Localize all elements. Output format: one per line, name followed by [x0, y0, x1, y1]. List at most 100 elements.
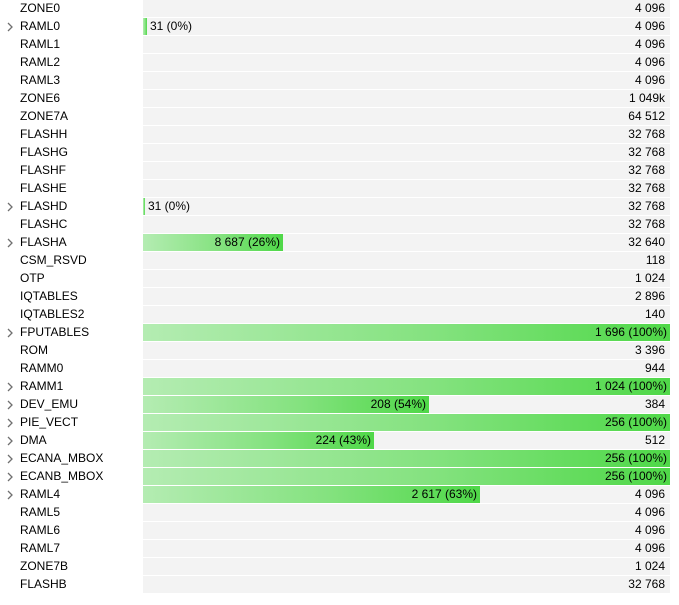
chevron-right-icon[interactable] — [5, 489, 15, 501]
usage-label: 1 024 (100%) — [594, 379, 667, 393]
memory-region-row[interactable]: FLASHB 32 768 — [0, 576, 679, 594]
region-size: 4 096 — [634, 505, 665, 519]
region-size: 512 — [644, 433, 665, 447]
memory-region-row[interactable]: DMA 224 (43%) 512 — [0, 432, 679, 450]
region-size: 4 096 — [634, 1, 665, 15]
usage-label: 31 (0%) — [150, 19, 193, 33]
chevron-right-icon[interactable] — [5, 435, 15, 447]
usage-bar-track: 256 (100%) — [143, 450, 670, 468]
memory-region-row[interactable]: RAML5 4 096 — [0, 504, 679, 522]
chevron-right-icon[interactable] — [5, 399, 15, 411]
memory-region-row[interactable]: ZONE7B 1 024 — [0, 558, 679, 576]
chevron-right-icon[interactable] — [5, 237, 15, 249]
memory-region-row[interactable]: CSM_RSVD 118 — [0, 252, 679, 270]
memory-region-row[interactable]: FPUTABLES 1 696 (100%) — [0, 324, 679, 342]
region-size: 32 768 — [628, 181, 665, 195]
memory-region-row[interactable]: FLASHC 32 768 — [0, 216, 679, 234]
chevron-right-icon[interactable] — [5, 381, 15, 393]
usage-bar-track: 944 — [143, 360, 670, 378]
region-name: RAMM0 — [20, 361, 64, 375]
memory-region-row[interactable]: FLASHF 32 768 — [0, 162, 679, 180]
region-name: FLASHH — [20, 127, 68, 141]
usage-bar-track: 256 (100%) — [143, 468, 670, 486]
usage-label: 256 (100%) — [604, 415, 667, 429]
chevron-right-icon[interactable] — [5, 471, 15, 483]
region-name: FLASHF — [20, 163, 67, 177]
region-size: 32 768 — [628, 577, 665, 591]
usage-bar-fill — [143, 414, 670, 431]
usage-bar-track: 4 096 — [143, 540, 670, 558]
usage-bar-track: 32 768 — [143, 162, 670, 180]
usage-bar-track: 256 (100%) — [143, 414, 670, 432]
memory-region-row[interactable]: RAML2 4 096 — [0, 54, 679, 72]
memory-region-row[interactable]: RAML4 2 617 (63%) 4 096 — [0, 486, 679, 504]
region-size: 944 — [644, 361, 665, 375]
memory-region-row[interactable]: FLASHH 32 768 — [0, 126, 679, 144]
region-name: FPUTABLES — [20, 325, 90, 339]
usage-bar-track: 224 (43%) 512 — [143, 432, 670, 450]
usage-bar-fill — [143, 198, 145, 215]
chevron-right-icon[interactable] — [5, 417, 15, 429]
memory-region-row[interactable]: FLASHD 31 (0%) 32 768 — [0, 198, 679, 216]
memory-region-row[interactable]: RAML0 31 (0%) 4 096 — [0, 18, 679, 36]
memory-region-row[interactable]: RAMM0 944 — [0, 360, 679, 378]
region-name: FLASHB — [20, 577, 67, 591]
usage-bar-track: 118 — [143, 252, 670, 270]
memory-region-row[interactable]: ECANB_MBOX 256 (100%) — [0, 468, 679, 486]
region-name: CSM_RSVD — [20, 253, 87, 267]
memory-region-row[interactable]: RAMM1 1 024 (100%) — [0, 378, 679, 396]
chevron-right-icon[interactable] — [5, 453, 15, 465]
memory-region-row[interactable]: FLASHG 32 768 — [0, 144, 679, 162]
region-name: RAML2 — [20, 55, 61, 69]
usage-bar-track: 140 — [143, 306, 670, 324]
region-name: ECANB_MBOX — [20, 469, 104, 483]
memory-region-row[interactable]: ECANA_MBOX 256 (100%) — [0, 450, 679, 468]
memory-region-row[interactable]: FLASHA 8 687 (26%) 32 640 — [0, 234, 679, 252]
memory-region-row[interactable]: ZONE7A 64 512 — [0, 108, 679, 126]
region-name: ZONE7A — [20, 109, 69, 123]
usage-bar-track: 4 096 — [143, 72, 670, 90]
memory-region-row[interactable]: PIE_VECT 256 (100%) — [0, 414, 679, 432]
memory-region-row[interactable]: FLASHE 32 768 — [0, 180, 679, 198]
region-size: 1 024 — [634, 271, 665, 285]
chevron-right-icon[interactable] — [5, 201, 15, 213]
region-size: 1 049k — [628, 91, 665, 105]
chevron-right-icon[interactable] — [5, 21, 15, 33]
region-name: IQTABLES — [20, 289, 78, 303]
region-size: 2 896 — [634, 289, 665, 303]
memory-region-row[interactable]: RAML6 4 096 — [0, 522, 679, 540]
usage-bar-track: 32 768 — [143, 144, 670, 162]
region-size: 140 — [644, 307, 665, 321]
usage-bar-track: 4 096 — [143, 0, 670, 18]
memory-region-row[interactable]: ZONE6 1 049k — [0, 90, 679, 108]
region-name: OTP — [20, 271, 45, 285]
chevron-right-icon[interactable] — [5, 327, 15, 339]
memory-region-row[interactable]: OTP 1 024 — [0, 270, 679, 288]
memory-region-row[interactable]: RAML1 4 096 — [0, 36, 679, 54]
usage-label: 256 (100%) — [604, 451, 667, 465]
usage-bar-fill — [143, 486, 480, 503]
region-size: 4 096 — [634, 541, 665, 555]
memory-region-row[interactable]: IQTABLES2 140 — [0, 306, 679, 324]
region-size: 32 768 — [628, 163, 665, 177]
memory-region-row[interactable]: RAML3 4 096 — [0, 72, 679, 90]
region-size: 32 768 — [628, 145, 665, 159]
usage-bar-track: 3 396 — [143, 342, 670, 360]
usage-bar-fill — [143, 432, 374, 449]
usage-bar-fill — [143, 468, 670, 485]
usage-label: 31 (0%) — [148, 199, 191, 213]
region-size: 4 096 — [634, 37, 665, 51]
memory-region-row[interactable]: DEV_EMU 208 (54%) 384 — [0, 396, 679, 414]
memory-region-row[interactable]: IQTABLES 2 896 — [0, 288, 679, 306]
memory-region-row[interactable]: RAML7 4 096 — [0, 540, 679, 558]
memory-region-row[interactable]: ZONE0 4 096 — [0, 0, 679, 18]
usage-bar-fill — [143, 450, 670, 467]
usage-label: 224 (43%) — [315, 433, 371, 447]
region-name: FLASHG — [20, 145, 69, 159]
region-size: 32 640 — [628, 235, 665, 249]
usage-bar-track: 64 512 — [143, 108, 670, 126]
memory-region-row[interactable]: ROM 3 396 — [0, 342, 679, 360]
region-size: 4 096 — [634, 523, 665, 537]
usage-bar-fill — [143, 396, 429, 413]
